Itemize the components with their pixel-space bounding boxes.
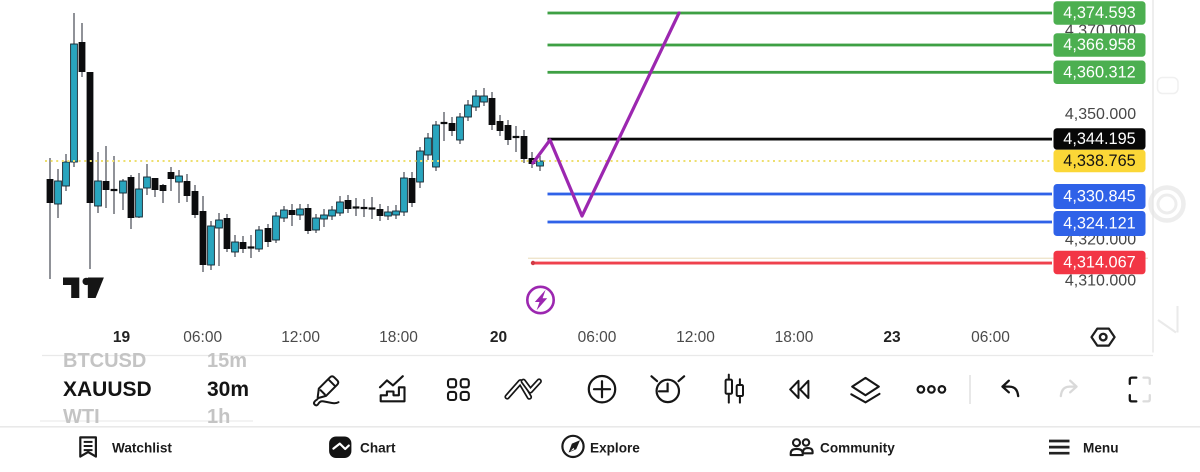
svg-text:06:00: 06:00 xyxy=(971,329,1010,346)
svg-text:18:00: 18:00 xyxy=(775,329,814,346)
svg-text:12:00: 12:00 xyxy=(281,329,320,346)
svg-text:XAUUSD: XAUUSD xyxy=(63,378,152,401)
svg-text:4,310.000: 4,310.000 xyxy=(1065,273,1136,290)
svg-text:Menu: Menu xyxy=(1083,440,1119,455)
svg-text:20: 20 xyxy=(490,329,507,346)
svg-text:30m: 30m xyxy=(207,378,249,401)
svg-text:Chart: Chart xyxy=(360,440,396,455)
svg-text:4,314.067: 4,314.067 xyxy=(1063,254,1135,272)
svg-text:1h: 1h xyxy=(207,406,230,428)
svg-text:19: 19 xyxy=(113,329,131,346)
svg-text:Watchlist: Watchlist xyxy=(112,440,172,455)
svg-text:4,374.593: 4,374.593 xyxy=(1063,4,1135,22)
svg-text:18:00: 18:00 xyxy=(379,329,418,346)
svg-text:06:00: 06:00 xyxy=(183,329,222,346)
svg-text:4,330.845: 4,330.845 xyxy=(1063,188,1135,206)
svg-text:15m: 15m xyxy=(207,350,247,372)
svg-text:23: 23 xyxy=(883,329,901,346)
svg-text:4,350.000: 4,350.000 xyxy=(1065,106,1136,123)
svg-text:WTI: WTI xyxy=(63,406,100,428)
svg-text:4,338.765: 4,338.765 xyxy=(1063,152,1135,170)
svg-text:BTCUSD: BTCUSD xyxy=(63,350,146,372)
svg-text:Explore: Explore xyxy=(590,440,640,455)
svg-text:4,324.121: 4,324.121 xyxy=(1063,215,1135,233)
svg-text:4,344.195: 4,344.195 xyxy=(1063,130,1135,148)
svg-text:06:00: 06:00 xyxy=(578,329,617,346)
svg-text:12:00: 12:00 xyxy=(676,329,715,346)
svg-text:Community: Community xyxy=(820,440,895,455)
svg-text:4,366.958: 4,366.958 xyxy=(1063,36,1135,54)
svg-text:4,360.312: 4,360.312 xyxy=(1063,63,1135,81)
